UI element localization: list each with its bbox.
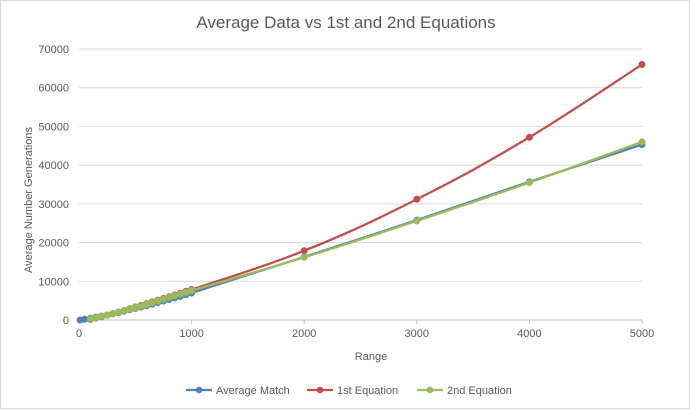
legend-swatch-marker <box>426 386 434 394</box>
y-tick-label: 40000 <box>38 160 69 172</box>
y-tick-label: 10000 <box>38 276 69 288</box>
data-point <box>300 247 308 255</box>
legend-swatch-marker <box>195 386 203 394</box>
x-tick-label: 3000 <box>405 328 429 340</box>
x-tick-label: 5000 <box>630 328 654 340</box>
data-point <box>525 179 533 187</box>
legend: Average Match 1st Equation 2nd Equation <box>186 385 512 397</box>
legend-swatch-marker <box>316 386 324 394</box>
axes: 0 10000 20000 30000 40000 50000 60000 70000 0 100… <box>38 44 654 340</box>
data-point <box>413 195 421 203</box>
legend-item: 1st Equation <box>307 385 398 397</box>
series-line <box>79 143 643 322</box>
series-2nd-equation <box>86 138 646 323</box>
y-tick-label: 60000 <box>38 83 69 95</box>
x-tick-label: 1000 <box>179 328 203 340</box>
y-tick-label: 70000 <box>38 44 69 56</box>
data-point <box>413 217 421 225</box>
data-point <box>525 133 533 141</box>
x-tick-label: 4000 <box>517 328 541 340</box>
chart-title: Average Data vs 1st and 2nd Equations <box>196 13 495 32</box>
y-tick-label: 0 <box>63 315 69 327</box>
legend-item: 2nd Equation <box>417 385 512 397</box>
y-tick-label: 20000 <box>38 238 69 250</box>
x-tick-label: 2000 <box>292 328 316 340</box>
gridlines <box>79 48 642 282</box>
legend-label: 2nd Equation <box>447 385 512 397</box>
data-point <box>638 138 646 146</box>
series-1st-equation <box>86 60 646 323</box>
data-point <box>188 287 196 295</box>
series-group <box>76 60 646 324</box>
y-tick-label: 30000 <box>38 199 69 211</box>
legend-label: Average Match <box>216 385 290 397</box>
y-tick-label: 50000 <box>38 121 69 133</box>
data-point <box>638 60 646 69</box>
x-axis-label: Range <box>355 351 387 363</box>
legend-label: 1st Equation <box>337 385 398 397</box>
x-tick-label: 0 <box>76 328 82 340</box>
legend-item: Average Match <box>186 385 290 397</box>
data-point <box>300 253 308 261</box>
y-axis-label: Average Number Generations <box>23 127 35 273</box>
